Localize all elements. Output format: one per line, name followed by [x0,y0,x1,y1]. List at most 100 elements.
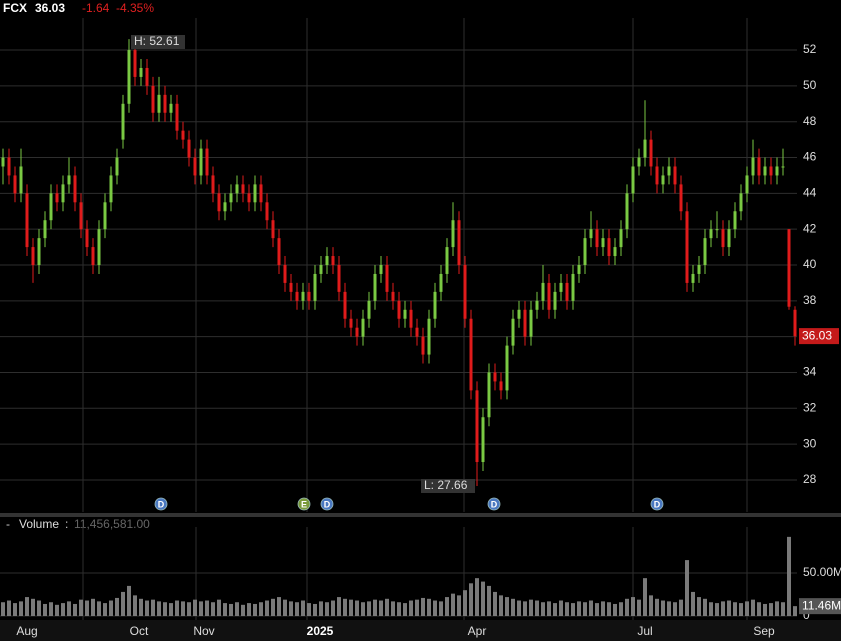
volume-bar [583,602,587,616]
candle-body [415,327,419,337]
volume-bar [631,597,635,616]
volume-bar [199,601,203,616]
event-label: D [654,499,661,509]
candle-body [157,94,161,113]
candle-body [751,157,755,176]
volume-bar [103,603,107,616]
candle-body [331,256,335,265]
candle-body [229,193,233,203]
candle-body [385,265,389,292]
volume-bar [679,599,683,616]
volume-colon: : [65,517,68,531]
candle-body [193,157,197,176]
volume-bar [601,601,605,616]
volume-bar [553,603,557,616]
volume-bar [739,603,743,616]
candle-body [31,247,35,265]
candle-body [535,300,539,310]
volume-bar [529,599,533,616]
volume-bar [235,602,239,616]
candle-body [715,229,719,231]
volume-bar [391,601,395,616]
y-tick-label: 40 [803,257,817,271]
volume-bar [589,600,593,616]
volume-bar [31,598,35,616]
high-label-bg [131,35,185,49]
candle-body [187,139,191,158]
candle-body [253,184,257,203]
candle-body [571,273,575,301]
y-tick-label: 38 [803,293,817,307]
candle-body [337,265,341,292]
candle-body [235,184,239,194]
x-axis-strip [0,620,841,641]
event-label: E [301,499,307,509]
candle-body [295,291,299,301]
candle-body [523,309,527,337]
volume-bar [175,600,179,616]
candle-body [769,166,773,176]
candle-body [733,211,737,230]
candle-body [529,309,533,337]
candle-body [439,273,443,292]
candle-body [481,417,485,463]
candle-body [169,103,173,113]
x-tick-label: Nov [193,624,214,638]
volume-bar [409,600,413,616]
candle-body [139,67,143,77]
volume-bar [43,603,47,616]
volume-bar [703,598,707,616]
candle-body [631,166,635,194]
volume-bar [637,599,641,616]
candle-body [103,202,107,230]
candle-body [445,247,449,274]
volume-bar [181,601,185,616]
candle-body [397,300,401,319]
volume-bar [223,603,227,616]
candle-body [511,318,515,346]
volume-bar [121,591,125,616]
candle-body [487,372,491,418]
candle-body [691,273,695,283]
volume-bar [19,601,23,616]
volume-bar [421,597,425,616]
event-marker [154,497,168,511]
volume-bar [493,591,497,616]
candle-body [427,318,431,355]
volume-bar [757,602,761,616]
volume-bar [241,604,245,616]
candle-body [433,291,437,319]
candle-body [247,193,251,203]
candle-body [409,309,413,328]
volume-bar [313,603,317,616]
candle-body [745,175,749,194]
candle-body [643,139,647,158]
volume-bar [733,602,737,616]
volume-bar [361,602,365,616]
candle-body [577,265,581,274]
x-tick-label: Apr [468,624,487,638]
volume-bar [397,602,401,616]
candle-body [271,220,275,239]
volume-title: Volume [19,517,59,531]
volume-bar [787,536,791,616]
volume-bar [655,598,659,616]
volume-bar [73,603,77,616]
volume-bar [763,603,767,616]
volume-bar [781,602,785,616]
volume-dash: - [6,517,10,531]
volume-bar [745,601,749,616]
candle-body [475,390,479,463]
volume-bar [25,597,29,616]
volume-bar [265,600,269,616]
candle-body [661,175,665,185]
volume-bar [595,603,599,616]
volume-bar [475,578,479,616]
volume-tick-label: 0 [803,608,810,622]
candle-body [265,202,269,221]
volume-bar [643,578,647,616]
candle-body [13,175,17,194]
volume-bar [667,601,671,616]
candle-body [685,211,689,283]
volume-last: 11,456,581.00 [74,517,150,531]
